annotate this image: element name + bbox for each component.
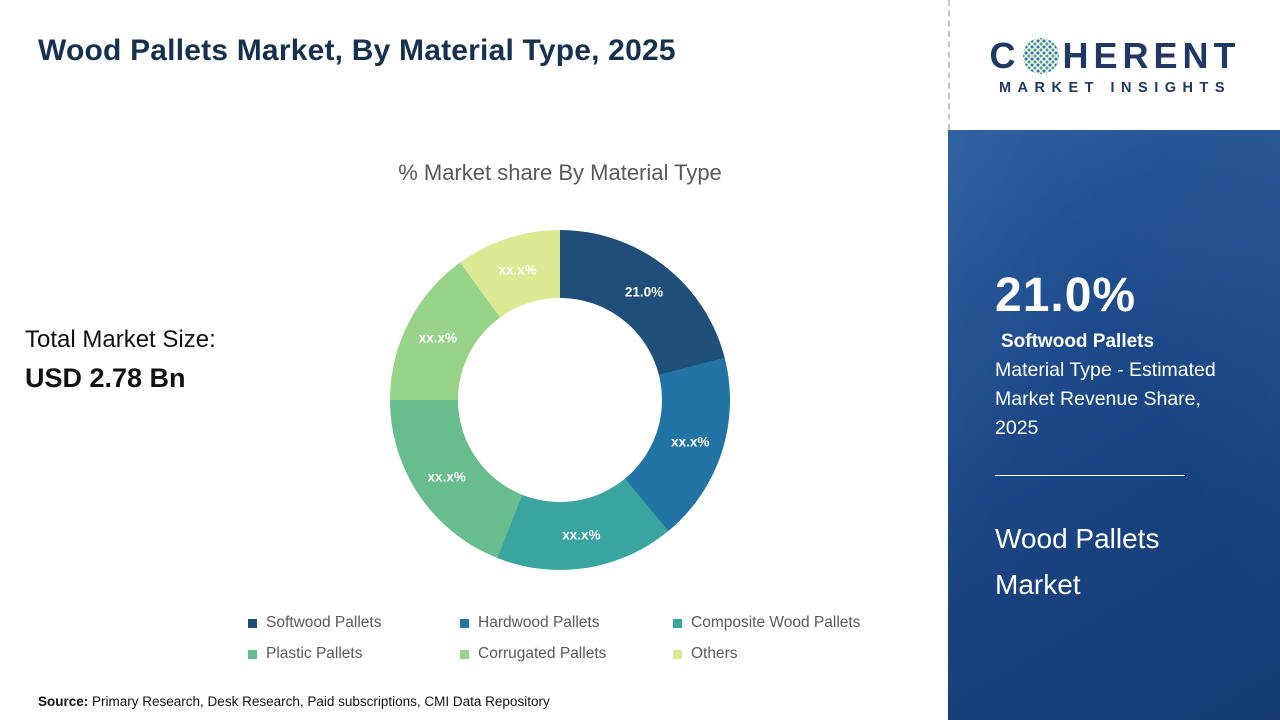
- logo-letter-c: C: [989, 34, 1021, 76]
- legend-item-others: Others: [673, 645, 860, 663]
- legend-label: Softwood Pallets: [266, 614, 382, 631]
- legend-swatch: [673, 649, 682, 659]
- source-label: Source:: [38, 694, 89, 709]
- legend-swatch: [248, 618, 257, 628]
- logo-subtitle: MARKET INSIGHTS: [998, 79, 1231, 96]
- market-name: Wood Pallets Market: [995, 523, 1160, 600]
- legend-item-composite-wood-pallets: Composite Wood Pallets: [673, 614, 860, 632]
- chart-title: % Market share By Material Type: [398, 160, 722, 185]
- donut-chart: 21.0% xx.x% xx.x% xx.x% xx.x% xx.x%: [390, 230, 730, 570]
- donut-segment-label-corrugated-pallets: xx.x%: [418, 330, 458, 346]
- legend-item-plastic-pallets: Plastic Pallets: [248, 645, 460, 663]
- legend-label: Corrugated Pallets: [478, 645, 607, 662]
- legend-item-hardwood-pallets: Hardwood Pallets: [460, 614, 673, 632]
- logo-box: C HERENT MARKET INSIGHTS: [948, 0, 1280, 130]
- donut-segment-label-hardwood-pallets: xx.x%: [671, 434, 710, 450]
- donut-ring: [390, 230, 730, 570]
- donut-segment-label-softwood-pallets: 21.0%: [624, 284, 664, 300]
- highlight-percentage: 21.0%: [995, 269, 1137, 322]
- market-size-label: Total Market Size:: [25, 326, 216, 353]
- legend-swatch: [460, 649, 469, 659]
- market-size-value: USD 2.78 Bn: [25, 363, 186, 393]
- chart-legend: Softwood Pallets Hardwood Pallets Composit…: [248, 614, 860, 663]
- panel-divider: [995, 475, 1185, 476]
- source-text: Primary Research, Desk Research, Paid su…: [92, 694, 550, 709]
- legend-label: Composite Wood Pallets: [691, 614, 861, 631]
- legend-label: Plastic Pallets: [266, 645, 363, 662]
- legend-swatch: [460, 618, 469, 628]
- donut-segment-label-others: xx.x%: [498, 262, 537, 278]
- side-panel: C HERENT MARKET INSIGHTS 21.0% Softwood …: [948, 0, 1280, 720]
- highlight-panel: 21.0% Softwood Pallets Material Type - E…: [948, 130, 1280, 720]
- donut-segment-label-composite-wood-pallets: xx.x%: [562, 527, 601, 543]
- logo-globe-icon: [1023, 37, 1060, 74]
- legend-swatch: [248, 649, 257, 659]
- legend-item-corrugated-pallets: Corrugated Pallets: [460, 645, 673, 663]
- total-market-size: Total Market Size: USD 2.78 Bn: [25, 326, 216, 394]
- logo-wordmark: C HERENT: [989, 35, 1240, 77]
- coherent-logo: C HERENT MARKET INSIGHTS: [989, 35, 1240, 96]
- legend-swatch: [673, 618, 682, 628]
- donut-segment-label-plastic-pallets: xx.x%: [427, 469, 466, 485]
- source-note: Source: Primary Research, Desk Research,…: [38, 694, 550, 709]
- logo-letters-herent: HERENT: [1062, 34, 1241, 76]
- page-title: Wood Pallets Market, By Material Type, 2…: [38, 34, 676, 67]
- main-content-area: Wood Pallets Market, By Material Type, 2…: [25, 34, 861, 709]
- legend-item-softwood-pallets: Softwood Pallets: [248, 614, 460, 632]
- highlight-segment-name: Softwood Pallets: [1001, 331, 1155, 352]
- highlight-description: Material Type - Estimated Market Revenue…: [995, 359, 1216, 439]
- legend-label: Hardwood Pallets: [478, 614, 600, 631]
- legend-label: Others: [691, 645, 738, 662]
